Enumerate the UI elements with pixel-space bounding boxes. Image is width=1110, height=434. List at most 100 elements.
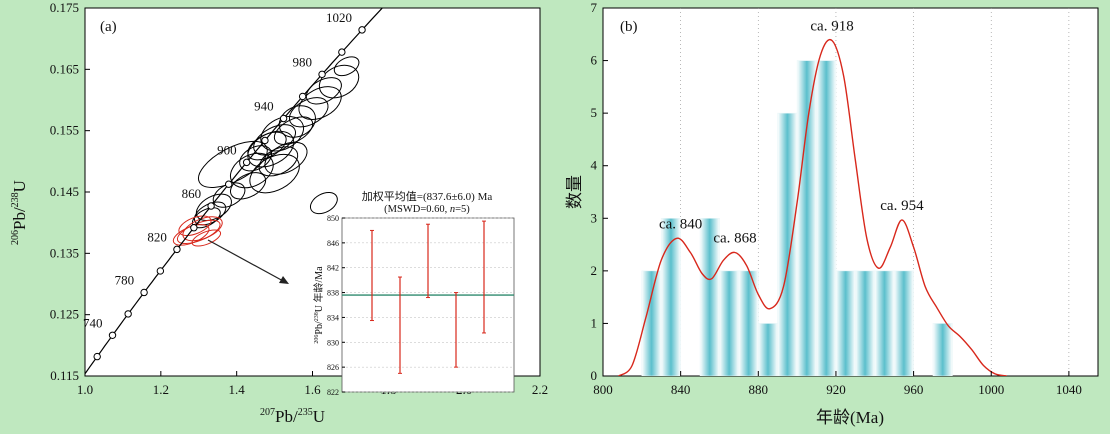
panel-b-y-label: 数量: [565, 175, 584, 209]
panel-b-x-ticks: 800 840 880 920 960 1000 1040: [593, 371, 1082, 397]
inset-error-bars: [370, 220, 486, 374]
error-ellipse: [198, 140, 268, 188]
concordia-age-marker: [224, 180, 233, 188]
histogram-bar: [855, 270, 876, 376]
concordia-age-label: 1020: [326, 10, 352, 25]
peak-label: ca. 868: [713, 230, 756, 246]
inset-y-tick-label: 842: [327, 264, 339, 273]
y-tick-label: 0.125: [50, 307, 79, 322]
y-tick-label: 5: [591, 105, 598, 120]
panel-b-y-ticks: 0 1 2 3 4 5 6 7: [591, 0, 608, 383]
panel-a-y-ticks: 0.115 0.125 0.135 0.145 0.155 0.165 0.175: [50, 0, 90, 383]
x-tick-label: 1040: [1056, 382, 1082, 397]
inset-subtitle: (MSWD=0.60, n=5): [384, 204, 470, 215]
concordia-age-label: 820: [147, 229, 167, 244]
inset-y-tick-label: 834: [327, 313, 339, 322]
x-tick-label: 1.4: [229, 382, 246, 397]
error-ellipse: [249, 153, 300, 194]
concordia-age-label: 860: [182, 186, 202, 201]
error-ellipse: [298, 86, 342, 120]
concordia-age-marker: [140, 288, 148, 297]
panel-b: ca. 840 ca. 868 ca. 918 ca. 954 800 840 880 92…: [565, 0, 1099, 427]
error-ellipse: [333, 56, 360, 77]
histogram-bar: [874, 270, 895, 376]
concordia-age-labels: 740 780 820 860 900 940 980 1020: [83, 10, 352, 330]
concordia-age-marker: [242, 158, 251, 167]
concordia-age-label: 740: [83, 315, 103, 330]
concordia-curve: [85, 8, 384, 375]
error-ellipse-red: [182, 216, 223, 242]
y-tick-label: 2: [591, 263, 598, 278]
peak-label: ca. 840: [659, 216, 702, 232]
error-ellipse: [258, 146, 299, 177]
peak-labels: ca. 840 ca. 868 ca. 918 ca. 954: [659, 19, 924, 247]
x-tick-label: 880: [749, 382, 769, 397]
concordia-age-marker: [93, 352, 101, 361]
concordia: [85, 8, 384, 375]
y-tick-label: 0.135: [50, 245, 79, 260]
x-tick-label: 2.2: [532, 382, 548, 397]
concordia-age-marker: [173, 245, 181, 254]
panel-a-x-label: 207Pb/235U: [260, 407, 325, 426]
panel-b-x-label: 年龄(Ma): [816, 408, 884, 427]
inset-y-tick-label: 850: [327, 214, 339, 223]
concordia-age-marker: [358, 26, 366, 34]
x-tick-label: 800: [593, 382, 613, 397]
y-tick-label: 1: [591, 315, 598, 330]
concordia-age-marker: [298, 92, 307, 101]
histogram-bar: [757, 323, 779, 376]
x-tick-label: 920: [826, 382, 846, 397]
peak-label: ca. 918: [810, 19, 853, 35]
error-ellipse: [239, 145, 273, 172]
y-tick-label: 0.155: [50, 123, 79, 138]
y-tick-label: 3: [591, 210, 598, 225]
histogram-bar: [660, 217, 681, 376]
error-ellipse: [278, 105, 316, 138]
panel-b-label: (b): [620, 19, 638, 35]
concordia-age-marker: [124, 310, 132, 318]
histogram-bar: [816, 60, 837, 376]
concordia-age-label: 900: [217, 142, 237, 157]
x-tick-label: 1.6: [304, 382, 321, 397]
panel-a-y-label: 206Pb/238U: [10, 180, 29, 245]
histogram-bar: [796, 60, 817, 376]
histogram-bar: [719, 270, 740, 376]
error-ellipse-red: [172, 224, 210, 246]
y-tick-label: 7: [591, 0, 598, 15]
histogram-bar: [777, 112, 798, 376]
inset-y-tick-label: 838: [327, 289, 339, 298]
error-ellipse-red: [191, 229, 222, 247]
kde-curve: [618, 39, 1007, 376]
concordia-age-marker: [279, 114, 288, 123]
histogram-bar: [893, 270, 914, 376]
concordia-age-marker: [108, 331, 117, 339]
y-tick-label: 0.165: [50, 61, 79, 76]
concordia-age-label: 940: [254, 98, 274, 113]
inset-y-tick-label: 846: [327, 239, 339, 248]
x-tick-label: 960: [904, 382, 924, 397]
concordia-age-label: 980: [293, 54, 313, 69]
y-tick-label: 0.175: [50, 0, 79, 15]
x-tick-label: 1.0: [77, 382, 93, 397]
concordia-age-marker: [207, 202, 215, 210]
error-ellipse: [253, 124, 296, 156]
histogram-bars: [641, 60, 953, 376]
inset-arrow-head: [279, 276, 289, 284]
inset-y-tick-label: 826: [327, 363, 339, 372]
histogram-bar: [835, 270, 856, 376]
y-tick-label: 4: [591, 158, 598, 173]
concordia-age-marker: [190, 224, 198, 232]
x-tick-label: 1000: [978, 382, 1004, 397]
y-tick-label: 0: [591, 368, 598, 383]
concordia-age-marker: [318, 70, 326, 79]
error-ellipse: [264, 141, 308, 175]
inset-arrow: [207, 239, 286, 283]
inset-y-ticks: 822 826 830 834 838 842 846 850: [327, 214, 345, 397]
panel-a-label: (a): [100, 19, 117, 35]
concordia-age-marker: [261, 136, 269, 145]
error-ellipse: [247, 131, 287, 161]
error-ellipse: [230, 172, 267, 200]
